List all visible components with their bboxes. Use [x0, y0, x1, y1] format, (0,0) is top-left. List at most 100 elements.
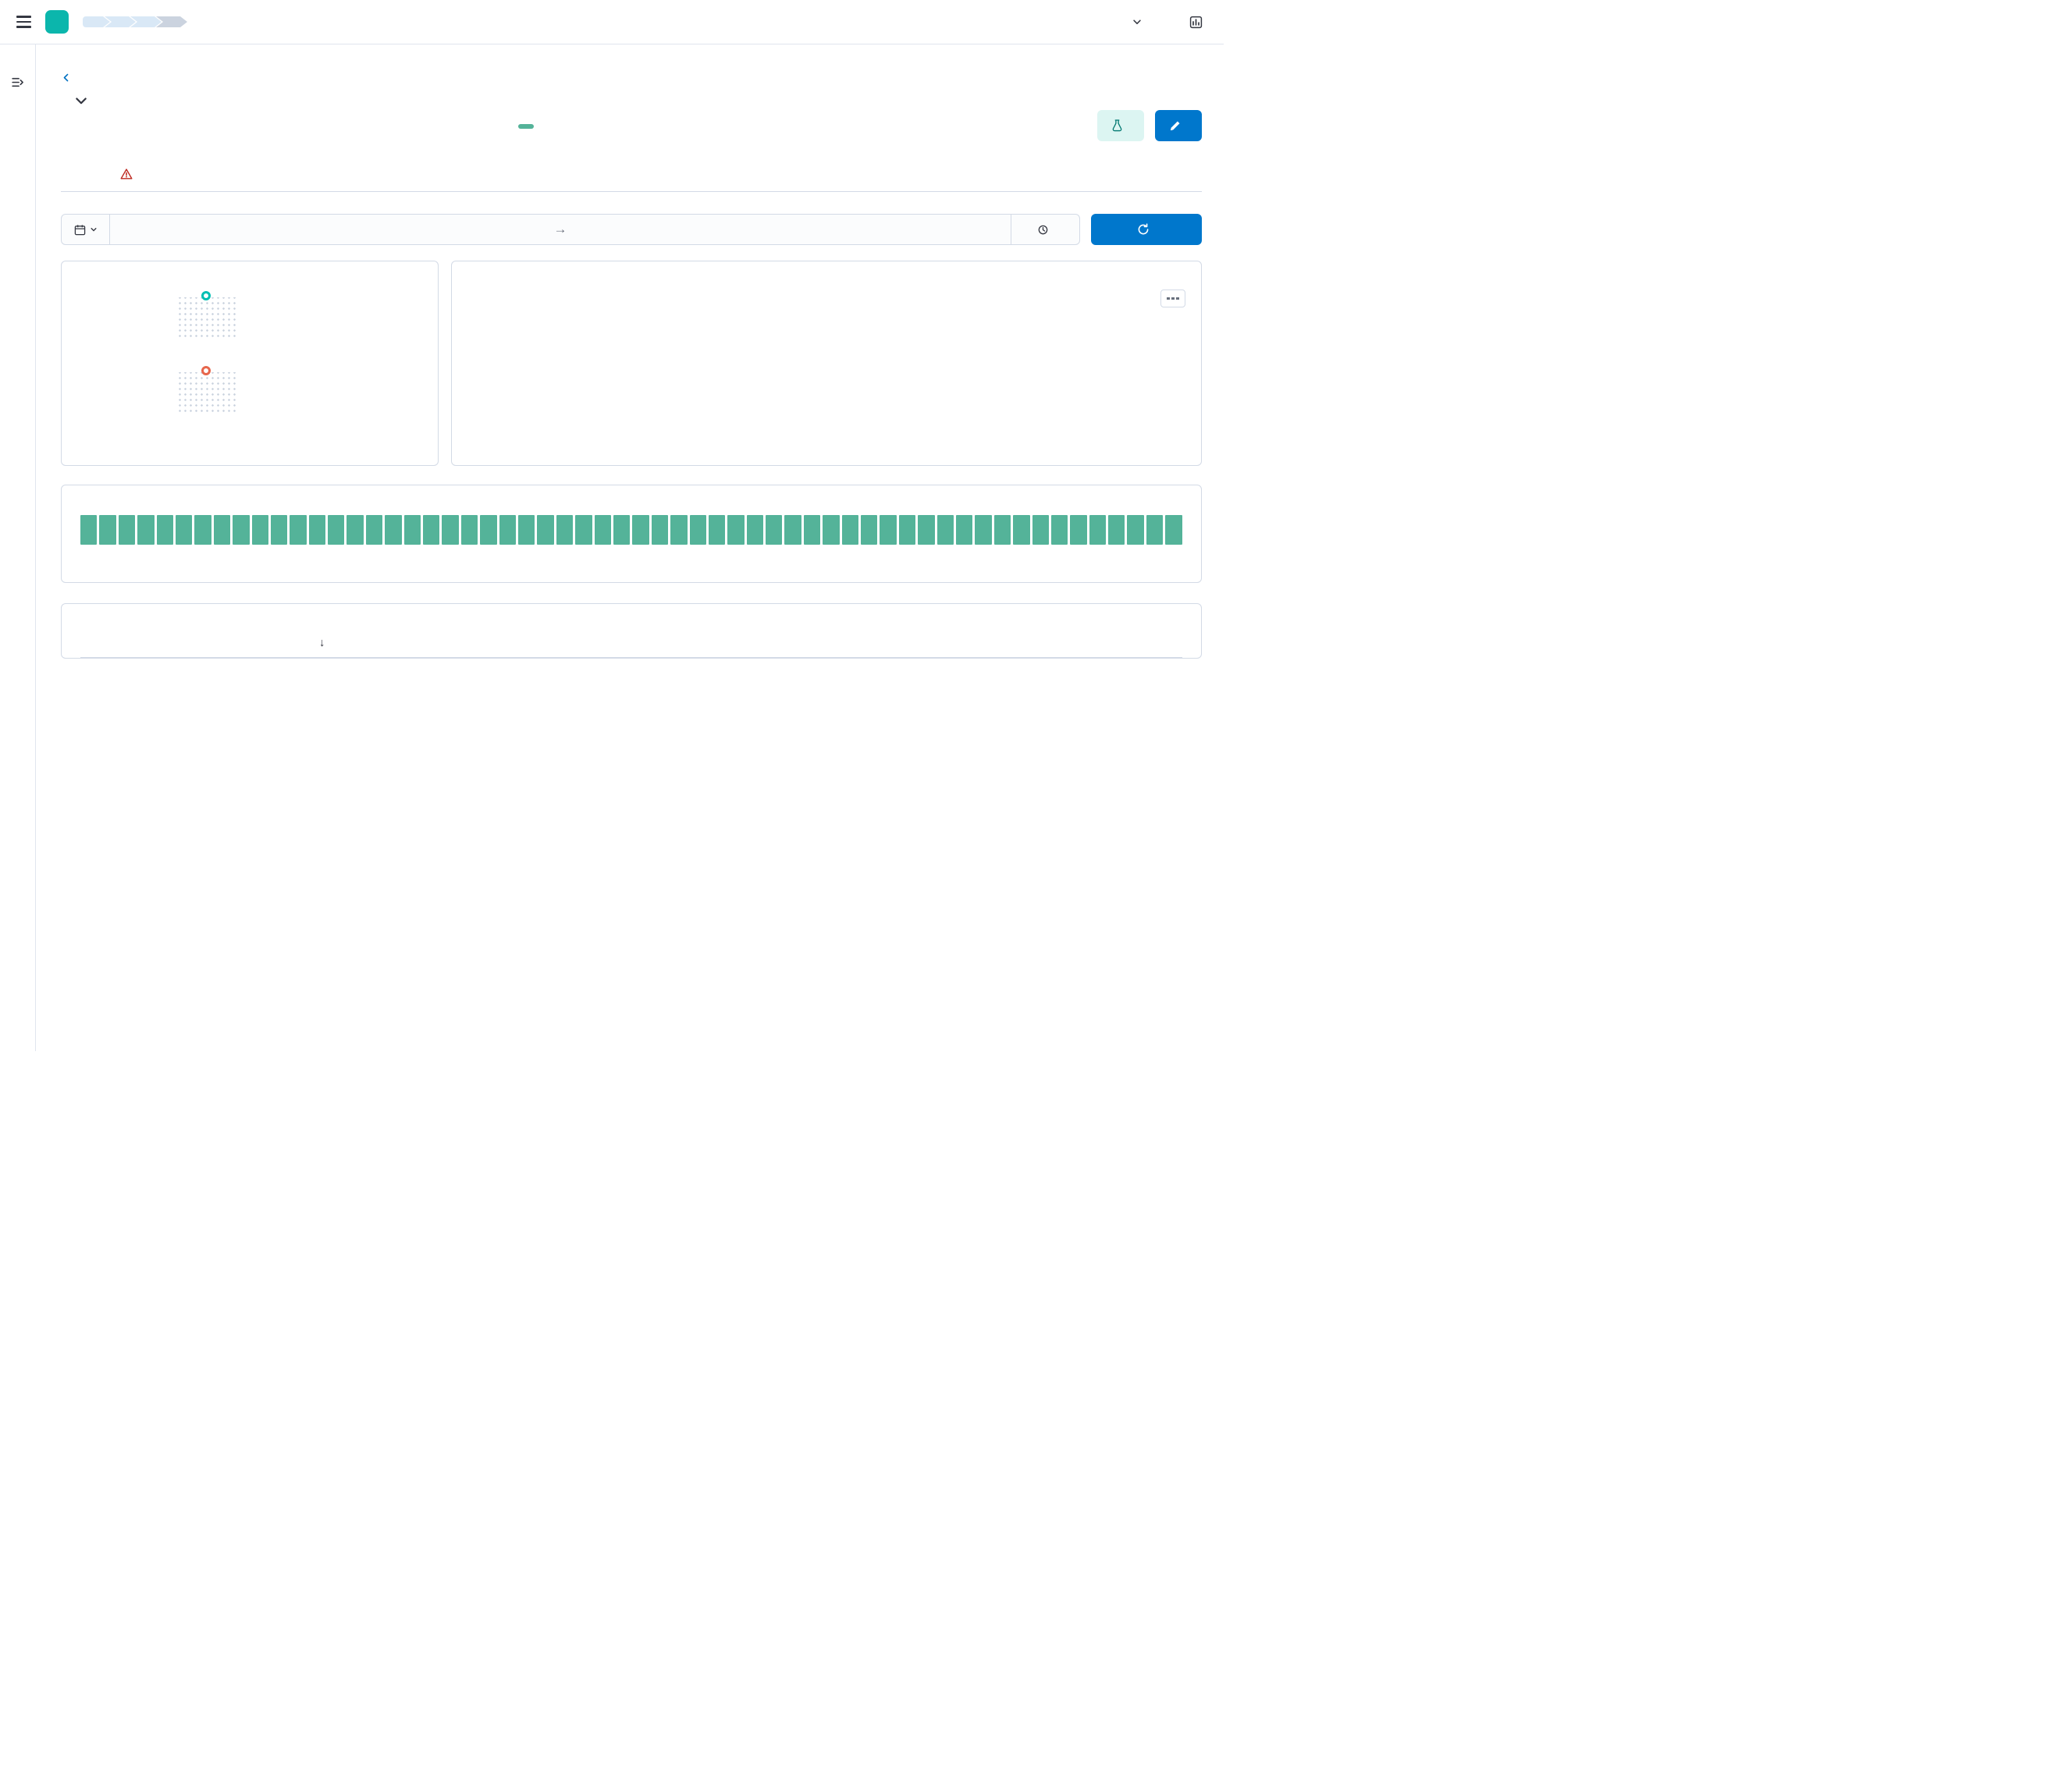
status-segment	[670, 515, 688, 545]
duration-chart-svg	[469, 280, 1104, 397]
breadcrumb-item-1[interactable]	[83, 16, 110, 27]
refresh-icon	[1138, 223, 1148, 235]
super-date-picker: →	[61, 214, 1080, 245]
status-segment	[727, 515, 745, 545]
calendar-icon	[74, 224, 85, 235]
status-segment	[460, 515, 478, 545]
deployment-badge[interactable]	[45, 10, 69, 34]
breadcrumb	[83, 16, 187, 27]
edit-monitor-button[interactable]	[1155, 110, 1202, 141]
explore-data-link[interactable]	[1189, 16, 1208, 29]
status-segment	[385, 515, 402, 545]
status-segment	[975, 515, 992, 545]
warning-icon	[120, 169, 133, 179]
chevron-left-icon	[63, 73, 69, 82]
back-to-monitors-link[interactable]	[61, 73, 75, 83]
date-range-arrow-icon: →	[553, 222, 567, 236]
status-segment	[1089, 515, 1107, 545]
duration-trends-panel	[451, 261, 1202, 466]
status-segment	[823, 515, 840, 545]
status-segment	[1050, 515, 1068, 545]
stat-avg-duration	[260, 369, 394, 375]
status-segment	[841, 515, 859, 545]
breadcrumb-item-3[interactable]	[130, 16, 162, 27]
duration-trends-chart[interactable]	[469, 280, 1104, 397]
status-segment	[993, 515, 1011, 545]
status-segment	[955, 515, 973, 545]
status-segment	[137, 515, 155, 545]
status-segment	[99, 515, 116, 545]
flask-icon	[1112, 119, 1122, 132]
chart-options-button[interactable]	[1160, 290, 1185, 307]
top-header	[0, 0, 1224, 44]
chevron-down-icon	[76, 98, 87, 105]
status-segment	[156, 515, 173, 545]
status-segment	[80, 515, 98, 545]
chevron-down-icon	[1133, 20, 1141, 24]
run-test-manually-button[interactable]	[1097, 110, 1144, 141]
status-segment	[766, 515, 783, 545]
clock-refresh-icon	[1038, 225, 1047, 234]
date-range-end[interactable]	[578, 215, 1011, 244]
status-segment	[594, 515, 611, 545]
pencil-icon	[1170, 121, 1180, 130]
status-segment	[632, 515, 649, 545]
collapsed-sidebar-rail	[0, 44, 36, 1051]
quick-select-button[interactable]	[62, 215, 110, 244]
expand-sidebar-button[interactable]	[11, 76, 24, 91]
status-segment	[403, 515, 421, 545]
header-right-nav	[1126, 16, 1208, 29]
date-range-start[interactable]	[110, 215, 543, 244]
refresh-button[interactable]	[1091, 214, 1202, 245]
explore-data-icon	[1189, 16, 1203, 28]
stat-complete	[80, 294, 172, 300]
status-segment	[480, 515, 497, 545]
status-segment	[308, 515, 326, 545]
stat-availability	[260, 294, 394, 300]
status-segment	[175, 515, 193, 545]
alerts-and-rules-menu[interactable]	[1126, 16, 1143, 27]
monitor-meta	[482, 93, 570, 133]
status-segment	[328, 515, 345, 545]
status-segment	[1070, 515, 1087, 545]
status-segment	[233, 515, 250, 545]
status-segment	[708, 515, 726, 545]
status-badge	[518, 124, 534, 129]
status-segment	[517, 515, 535, 545]
status-segment	[365, 515, 383, 545]
status-history-panel	[61, 485, 1202, 583]
stat-total-runs	[80, 444, 172, 449]
test-runs-table-header: ↓	[80, 631, 1182, 658]
sort-desc-icon: ↓	[319, 637, 325, 649]
status-segment	[803, 515, 821, 545]
status-segment	[499, 515, 516, 545]
breadcrumb-item-2[interactable]	[105, 16, 136, 27]
status-segment	[423, 515, 440, 545]
status-segment	[898, 515, 916, 545]
status-segment	[1165, 515, 1182, 545]
status-segment	[861, 515, 878, 545]
stats-panel	[61, 261, 439, 466]
status-segment	[1013, 515, 1030, 545]
status-segment	[784, 515, 801, 545]
status-segment	[880, 515, 897, 545]
col-header-timestamp[interactable]: ↓	[315, 637, 752, 649]
status-segment	[613, 515, 631, 545]
tab-errors[interactable]	[120, 168, 139, 191]
chevron-down-icon	[91, 228, 96, 232]
status-heatmap-strip[interactable]	[80, 515, 1182, 545]
time-controls: →	[61, 214, 1202, 245]
status-segment	[936, 515, 954, 545]
hamburger-menu-button[interactable]	[11, 9, 36, 34]
status-segment	[651, 515, 669, 545]
status-segment	[746, 515, 764, 545]
status-segment	[575, 515, 592, 545]
status-segment	[1146, 515, 1164, 545]
status-segment	[213, 515, 231, 545]
breadcrumb-item-4	[156, 16, 187, 27]
refresh-interval-button[interactable]	[1011, 215, 1079, 244]
status-segment	[1108, 515, 1125, 545]
status-segment	[537, 515, 554, 545]
title-accordion-toggle[interactable]	[73, 93, 89, 111]
status-segment	[442, 515, 459, 545]
